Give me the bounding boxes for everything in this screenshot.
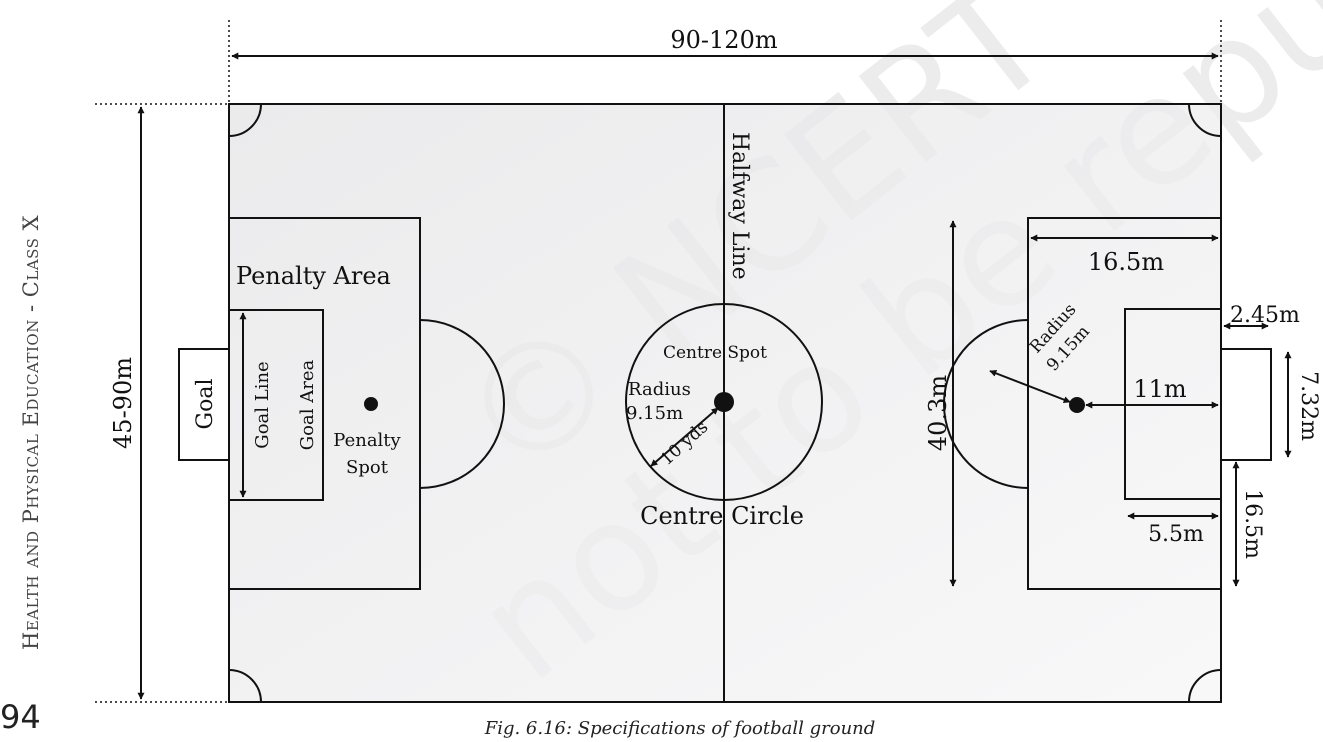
centre-spot: [714, 392, 734, 412]
left-penalty-arc: [419, 319, 505, 489]
label-centre-spot: Centre Spot: [663, 343, 767, 363]
label-length: 90-120m: [670, 26, 777, 54]
corner-arc-bottom-left: [228, 669, 262, 703]
page-number: 94: [0, 698, 41, 736]
figure-caption: Fig. 6.16: Specifications of football gr…: [484, 718, 876, 739]
left-penalty-spot: [364, 397, 378, 411]
right-goal: [1220, 348, 1272, 461]
book-side-header: Health and Physical Education - Class X: [19, 215, 43, 650]
label-penalty-area: Penalty Area: [236, 262, 391, 290]
label-goal-area-depth: 5.5m: [1148, 522, 1204, 547]
label-goal-area-offset: 16.5m: [1240, 489, 1265, 559]
label-width: 45-90m: [109, 357, 137, 449]
label-halfway-line: Halfway Line: [727, 132, 752, 280]
arrow-right-radius: [989, 370, 1071, 403]
corner-arc-top-right: [1188, 103, 1222, 137]
label-goal-line: Goal Line: [252, 361, 273, 448]
label-box-depth: 16.5m: [1088, 248, 1164, 276]
corner-arc-top-left: [228, 103, 262, 137]
label-centre-circle: Centre Circle: [640, 502, 804, 530]
label-goal-area: Goal Area: [297, 360, 318, 451]
arrow-left-radius: [650, 407, 719, 467]
label-radius-left-line2: 9.15m: [626, 403, 683, 424]
label-goal-width: 7.32m: [1296, 371, 1321, 441]
left-goal: [178, 348, 230, 461]
label-radius-left-line1: Radius: [628, 379, 691, 400]
label-goal-depth: 2.45m: [1230, 303, 1300, 328]
label-spot-distance: 11m: [1133, 375, 1187, 403]
right-penalty-arc: [943, 319, 1029, 489]
corner-arc-bottom-right: [1188, 669, 1222, 703]
label-box-width: 40.3m: [924, 375, 952, 451]
label-penalty-spot-line1: Penalty: [333, 430, 401, 451]
centre-circle: [625, 303, 823, 501]
label-goal: Goal: [193, 379, 218, 430]
label-penalty-spot-line2: Spot: [346, 457, 389, 478]
right-penalty-spot: [1069, 397, 1085, 413]
